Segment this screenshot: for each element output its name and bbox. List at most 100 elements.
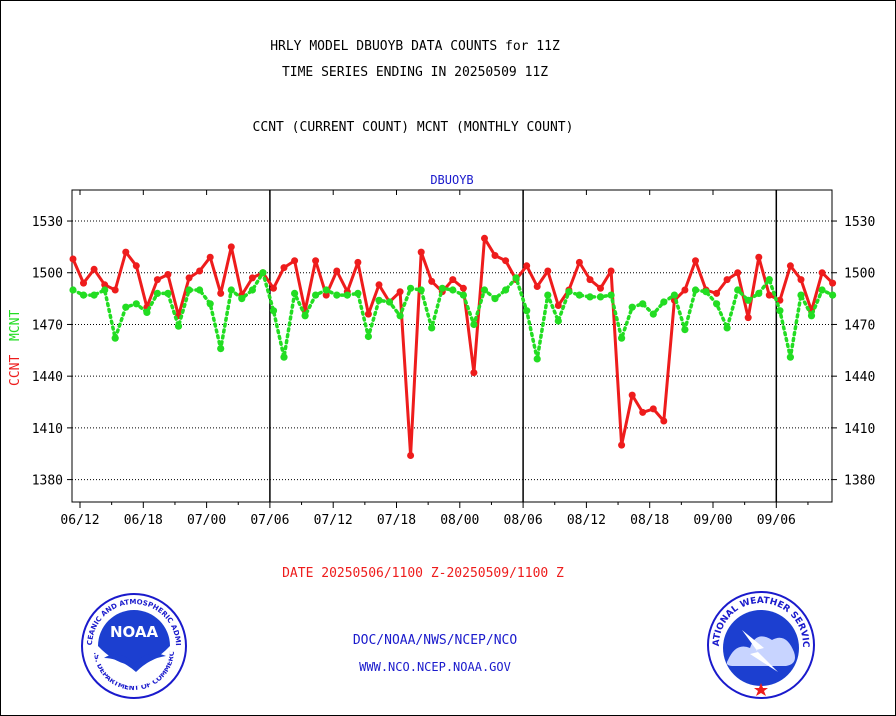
ccnt-data-point [364, 310, 372, 318]
mcnt-data-point [734, 286, 742, 294]
chart-title-line-1: HRLY MODEL DBUOYB DATA COUNTS for 11Z [270, 39, 560, 54]
mcnt-data-point [259, 269, 267, 277]
website-link[interactable]: WWW.NCO.NCEP.NOAA.GOV [359, 660, 511, 674]
ccnt-data-point [786, 262, 794, 270]
mcnt-data-point [502, 286, 510, 294]
mcnt-data-point [385, 298, 394, 306]
mcnt-data-point [301, 312, 309, 320]
x-tick-label: 06/18 [124, 513, 163, 528]
mcnt-data-point [153, 289, 161, 297]
ccnt-data-point [734, 269, 742, 277]
y-tick-label-left: 1440 [32, 370, 63, 385]
mcnt-data-point [639, 300, 647, 308]
mcnt-data-point [248, 286, 256, 294]
mcnt-data-point [407, 284, 415, 292]
x-tick-label: 06/12 [60, 513, 99, 528]
ccnt-data-point [692, 257, 699, 265]
mcnt-data-point [396, 312, 404, 320]
mcnt-data-point [628, 303, 636, 311]
ccnt-data-point [765, 291, 773, 299]
mcnt-data-point [280, 353, 288, 361]
x-tick-label: 07/12 [314, 513, 353, 528]
chart-series-label: DBUOYB [430, 173, 473, 187]
mcnt-data-point [111, 334, 119, 342]
ccnt-data-point [639, 408, 647, 416]
x-tick-label: 08/06 [504, 513, 543, 528]
y-tick-label-right: 1380 [844, 474, 875, 489]
mcnt-data-point [291, 289, 299, 297]
plot-area-border [71, 189, 833, 503]
mcnt-data-point [660, 298, 668, 306]
ccnt-data-point [586, 276, 594, 284]
x-tick-label: 07/00 [187, 513, 226, 528]
ccnt-data-point [333, 267, 341, 275]
mcnt-data-point [354, 289, 362, 297]
ccnt-series-line [71, 236, 834, 457]
mcnt-data-point [723, 324, 731, 332]
mcnt-data-point [143, 308, 151, 316]
mcnt-data-point [554, 317, 562, 325]
ccnt-data-point [407, 452, 415, 459]
ccnt-data-point [776, 296, 784, 304]
ccnt-data-point [396, 288, 404, 296]
mcnt-data-point [364, 332, 372, 341]
ccnt-data-point [713, 289, 721, 297]
ccnt-data-point [280, 264, 288, 272]
noaa-logo-text: NOAA [110, 623, 159, 641]
x-tick-label: 09/00 [693, 513, 732, 528]
mcnt-data-point [681, 326, 689, 334]
mcnt-data-point [523, 307, 531, 315]
ccnt-data-point [90, 265, 98, 273]
ccnt-data-point [111, 286, 119, 294]
mcnt-data-point [765, 276, 773, 284]
ccnt-data-point [649, 405, 657, 413]
mcnt-data-point [206, 300, 214, 308]
mcnt-data-point [459, 291, 467, 299]
ccnt-data-point [122, 248, 130, 256]
ccnt-data-point [491, 252, 499, 259]
ccnt-data-point [270, 284, 277, 292]
mcnt-data-point [196, 286, 204, 294]
y-tick-label-left: 1410 [32, 422, 63, 437]
mcnt-data-point [312, 291, 320, 299]
mcnt-data-point [164, 289, 172, 297]
ccnt-data-point [818, 269, 826, 277]
mcnt-data-point [322, 286, 330, 294]
ccnt-data-point [523, 262, 531, 270]
mcnt-data-point [375, 296, 383, 304]
chart-subtitle: CCNT (CURRENT COUNT) MCNT (MONTHLY COUNT… [252, 120, 574, 135]
mcnt-data-point [238, 295, 246, 303]
ccnt-data-point [797, 276, 805, 284]
mcnt-data-point [480, 286, 489, 294]
ccnt-data-point [153, 276, 161, 284]
mcnt-data-point [174, 322, 183, 330]
mcnt-data-point [122, 303, 130, 311]
ccnt-data-point [428, 277, 436, 285]
y-axis-label-ccnt: CCNT [8, 355, 23, 386]
mcnt-data-point [185, 286, 193, 294]
ccnt-data-point [164, 271, 172, 278]
mcnt-data-point [818, 286, 826, 294]
ccnt-data-point [417, 248, 425, 256]
y-tick-label-right: 1530 [844, 215, 875, 230]
org-path-label: DOC/NOAA/NWS/NCEP/NCO [352, 633, 518, 648]
ccnt-data-point [291, 257, 299, 265]
mcnt-data-point [333, 291, 341, 299]
ccnt-data-point [681, 286, 689, 294]
mcnt-data-point [417, 286, 425, 294]
mcnt-data-point [586, 293, 594, 301]
ccnt-data-point [185, 274, 193, 282]
mcnt-data-point [101, 286, 109, 294]
ccnt-data-point [618, 441, 626, 449]
ccnt-data-point [470, 369, 478, 377]
y-tick-label-left: 1470 [32, 318, 63, 333]
ccnt-data-point [354, 258, 362, 266]
ccnt-data-point [206, 253, 214, 261]
y-tick-label-left: 1380 [32, 474, 63, 489]
nws-logo: NATIONAL WEATHER SERVICE [706, 590, 815, 699]
mcnt-data-point [649, 310, 657, 318]
mcnt-data-point [544, 291, 552, 299]
x-tick-label: 09/06 [757, 513, 796, 528]
mcnt-data-point [90, 291, 98, 299]
y-tick-label-right: 1470 [844, 318, 875, 333]
